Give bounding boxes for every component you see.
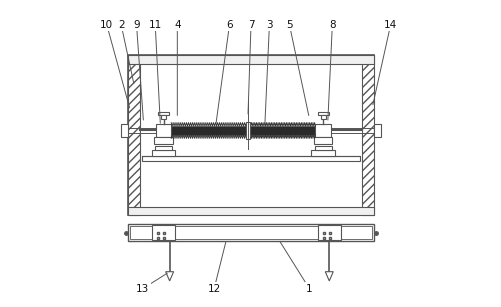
Bar	[161, 115, 166, 119]
Bar	[155, 146, 172, 150]
Bar	[317, 225, 340, 240]
Text: 7: 7	[247, 20, 254, 29]
Polygon shape	[325, 272, 333, 281]
Bar	[128, 55, 373, 215]
Bar	[151, 150, 175, 156]
Bar	[245, 122, 249, 139]
Bar	[311, 150, 334, 156]
Text: 8: 8	[328, 20, 335, 29]
Text: 5: 5	[286, 20, 292, 29]
Text: 13: 13	[136, 284, 149, 293]
Bar	[128, 224, 373, 241]
Bar	[151, 225, 175, 240]
Bar	[142, 156, 359, 161]
Text: 4: 4	[174, 20, 180, 29]
Bar	[361, 55, 373, 215]
Bar	[320, 115, 325, 119]
Bar	[154, 137, 172, 144]
Polygon shape	[165, 272, 173, 281]
Bar	[128, 55, 373, 64]
Bar	[314, 146, 331, 150]
Text: 12: 12	[207, 284, 220, 293]
Bar	[313, 137, 332, 144]
Text: 9: 9	[133, 20, 139, 29]
Bar	[128, 207, 373, 215]
Bar	[155, 124, 171, 137]
Text: 14: 14	[383, 20, 396, 29]
Bar	[373, 123, 380, 137]
Text: 3: 3	[266, 20, 272, 29]
Bar	[158, 112, 169, 115]
Bar	[121, 123, 128, 137]
Bar	[249, 126, 315, 135]
Bar	[140, 128, 361, 133]
Text: 1: 1	[306, 284, 312, 293]
Text: 11: 11	[148, 20, 161, 29]
Text: 2: 2	[118, 20, 124, 29]
Text: 6: 6	[226, 20, 232, 29]
Bar	[317, 112, 328, 115]
Bar	[129, 226, 372, 239]
Text: 10: 10	[100, 20, 113, 29]
Bar	[315, 124, 330, 137]
Bar	[171, 126, 247, 135]
Bar	[128, 55, 140, 215]
